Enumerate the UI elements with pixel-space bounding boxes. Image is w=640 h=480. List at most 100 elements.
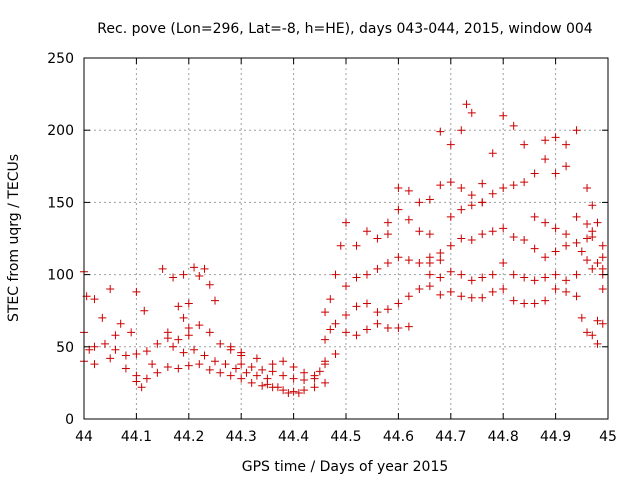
data-point bbox=[541, 253, 550, 262]
data-point bbox=[247, 378, 256, 387]
data-point bbox=[321, 308, 330, 317]
data-point bbox=[478, 179, 487, 188]
x-tick-label: 44.4 bbox=[278, 429, 309, 445]
y-tick-label: 0 bbox=[65, 412, 74, 428]
y-tick-label: 50 bbox=[56, 340, 74, 356]
data-point bbox=[216, 368, 225, 377]
data-point bbox=[258, 381, 267, 390]
data-point bbox=[551, 169, 560, 178]
y-axis-label: STEC from uqrg / TECUs bbox=[6, 154, 22, 322]
data-point bbox=[362, 227, 371, 236]
data-point bbox=[404, 292, 413, 301]
data-point bbox=[467, 235, 476, 244]
data-point bbox=[247, 363, 256, 372]
data-point bbox=[300, 386, 309, 395]
data-point bbox=[331, 319, 340, 328]
data-point bbox=[436, 181, 445, 190]
data-point bbox=[195, 360, 204, 369]
data-point bbox=[342, 328, 350, 337]
data-point bbox=[394, 253, 403, 262]
data-point bbox=[226, 371, 235, 380]
data-point bbox=[499, 224, 508, 233]
data-point bbox=[383, 230, 392, 239]
data-point bbox=[551, 133, 560, 142]
x-tick-label: 44.1 bbox=[121, 429, 152, 445]
data-point bbox=[457, 292, 466, 301]
x-tick-label: 45 bbox=[599, 429, 617, 445]
data-point bbox=[598, 253, 607, 262]
data-point bbox=[132, 350, 141, 359]
data-point bbox=[572, 212, 581, 221]
data-point bbox=[593, 339, 602, 348]
data-point bbox=[252, 371, 261, 380]
data-point bbox=[457, 234, 466, 243]
data-point bbox=[268, 367, 277, 376]
y-tick-labels: 0 50 100 150 200 250 bbox=[47, 51, 74, 428]
data-point bbox=[184, 299, 193, 308]
data-point bbox=[190, 345, 199, 354]
data-point bbox=[300, 376, 309, 385]
data-point bbox=[184, 324, 193, 333]
data-point bbox=[488, 149, 497, 158]
x-tick-label: 44.9 bbox=[540, 429, 571, 445]
data-point bbox=[127, 328, 136, 337]
data-point bbox=[158, 264, 167, 273]
data-point bbox=[446, 287, 455, 296]
data-point bbox=[121, 351, 130, 360]
data-point bbox=[572, 126, 581, 135]
data-point bbox=[174, 302, 183, 311]
data-point bbox=[132, 377, 141, 386]
data-point bbox=[488, 227, 497, 236]
data-point bbox=[415, 259, 424, 268]
data-point bbox=[216, 339, 225, 348]
data-point bbox=[562, 162, 571, 171]
data-point bbox=[593, 218, 602, 227]
data-point bbox=[562, 241, 571, 250]
data-point bbox=[598, 264, 607, 273]
data-point bbox=[577, 247, 586, 256]
data-point bbox=[562, 287, 571, 296]
x-tick-label: 44.7 bbox=[435, 429, 466, 445]
data-point bbox=[530, 276, 539, 285]
data-point bbox=[478, 198, 487, 207]
data-point bbox=[90, 360, 99, 369]
chart-title: Rec. pove (Lon=296, Lat=-8, h=HE), days … bbox=[97, 21, 593, 37]
data-point bbox=[425, 230, 434, 239]
data-point bbox=[310, 383, 319, 392]
data-point bbox=[142, 374, 151, 383]
data-point bbox=[279, 357, 288, 366]
data-point bbox=[436, 127, 445, 136]
data-point bbox=[598, 285, 607, 294]
data-point bbox=[467, 191, 476, 200]
data-point bbox=[279, 371, 288, 380]
data-point bbox=[383, 324, 392, 333]
data-point bbox=[488, 270, 497, 279]
data-point bbox=[478, 293, 487, 302]
x-tick-labels: 44 44.1 44.2 44.3 44.4 44.5 44.6 44.7 44.8 44.9 45 bbox=[75, 429, 617, 445]
data-point bbox=[499, 285, 508, 294]
data-point bbox=[499, 259, 508, 268]
data-point bbox=[509, 181, 518, 190]
data-point bbox=[467, 201, 476, 210]
data-point bbox=[457, 205, 466, 214]
data-point bbox=[520, 273, 529, 282]
data-point bbox=[541, 218, 550, 227]
data-point bbox=[446, 267, 455, 276]
data-point bbox=[520, 178, 529, 187]
data-point bbox=[362, 299, 371, 308]
data-point bbox=[331, 350, 340, 359]
x-axis-label: GPS time / Days of year 2015 bbox=[242, 459, 449, 475]
data-point bbox=[106, 354, 115, 363]
data-point bbox=[425, 253, 434, 262]
data-point bbox=[588, 201, 597, 210]
data-point bbox=[562, 276, 571, 285]
data-point bbox=[200, 351, 209, 360]
data-point bbox=[394, 205, 403, 214]
data-point bbox=[593, 259, 602, 268]
data-point bbox=[541, 155, 550, 164]
data-point bbox=[530, 169, 539, 178]
data-point bbox=[446, 140, 455, 149]
data-point bbox=[200, 264, 209, 273]
y-tick-label: 250 bbox=[47, 51, 74, 67]
data-point bbox=[300, 368, 309, 377]
